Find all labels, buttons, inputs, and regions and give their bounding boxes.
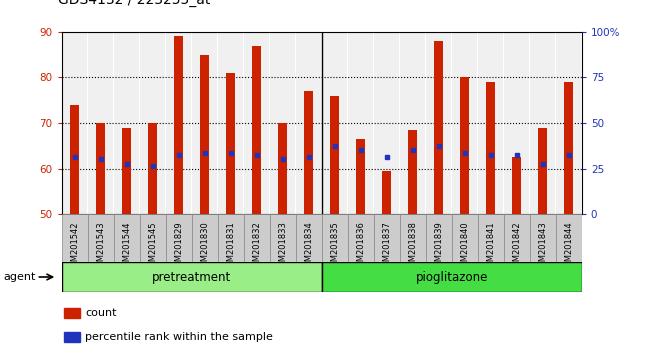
Bar: [504, 214, 530, 262]
Bar: [434, 41, 443, 214]
Bar: [408, 130, 417, 214]
Text: GSM201841: GSM201841: [486, 221, 495, 272]
Bar: [400, 214, 426, 262]
Text: GSM201836: GSM201836: [356, 221, 365, 272]
Bar: [174, 36, 183, 214]
Bar: [348, 32, 373, 214]
Bar: [270, 32, 295, 214]
Text: GSM201833: GSM201833: [278, 221, 287, 272]
Bar: [64, 332, 80, 342]
Bar: [512, 157, 521, 214]
Bar: [504, 32, 529, 214]
Bar: [556, 32, 581, 214]
Text: count: count: [85, 308, 116, 318]
Bar: [192, 32, 217, 214]
Bar: [322, 262, 582, 292]
Bar: [166, 214, 192, 262]
Bar: [64, 308, 80, 318]
Bar: [166, 32, 191, 214]
Bar: [530, 214, 556, 262]
Bar: [62, 214, 88, 262]
Text: percentile rank within the sample: percentile rank within the sample: [85, 332, 273, 342]
Bar: [122, 127, 131, 214]
Bar: [70, 105, 79, 214]
Text: GSM201840: GSM201840: [460, 221, 469, 272]
Bar: [62, 32, 87, 214]
Bar: [192, 214, 218, 262]
Text: GSM201829: GSM201829: [174, 221, 183, 272]
Bar: [452, 32, 477, 214]
Bar: [218, 214, 244, 262]
Bar: [478, 32, 503, 214]
Bar: [374, 32, 399, 214]
Bar: [356, 139, 365, 214]
Text: GSM201835: GSM201835: [330, 221, 339, 272]
Bar: [556, 214, 582, 262]
Bar: [426, 214, 452, 262]
Bar: [486, 82, 495, 214]
Text: GDS4132 / 223255_at: GDS4132 / 223255_at: [58, 0, 211, 7]
Bar: [452, 214, 478, 262]
Text: GSM201545: GSM201545: [148, 221, 157, 272]
Bar: [244, 214, 270, 262]
Bar: [88, 32, 113, 214]
Bar: [374, 214, 400, 262]
Bar: [564, 82, 573, 214]
Bar: [426, 32, 451, 214]
Text: GSM201830: GSM201830: [200, 221, 209, 272]
Bar: [244, 32, 269, 214]
Bar: [382, 171, 391, 214]
Text: GSM201542: GSM201542: [70, 221, 79, 272]
Bar: [148, 123, 157, 214]
Bar: [114, 32, 139, 214]
Text: GSM201839: GSM201839: [434, 221, 443, 272]
Bar: [400, 32, 425, 214]
Text: GSM201842: GSM201842: [512, 221, 521, 272]
Bar: [296, 214, 322, 262]
Bar: [296, 32, 321, 214]
Bar: [270, 214, 296, 262]
Bar: [114, 214, 140, 262]
Bar: [140, 32, 165, 214]
Bar: [348, 214, 374, 262]
Bar: [530, 32, 555, 214]
Text: GSM201834: GSM201834: [304, 221, 313, 272]
Text: pioglitazone: pioglitazone: [415, 270, 488, 284]
Text: GSM201844: GSM201844: [564, 221, 573, 272]
Bar: [200, 55, 209, 214]
Bar: [252, 46, 261, 214]
Text: pretreatment: pretreatment: [152, 270, 231, 284]
Text: GSM201837: GSM201837: [382, 221, 391, 272]
Text: GSM201843: GSM201843: [538, 221, 547, 272]
Bar: [140, 214, 166, 262]
Bar: [96, 123, 105, 214]
Text: GSM201544: GSM201544: [122, 221, 131, 272]
Bar: [322, 214, 348, 262]
Bar: [62, 262, 322, 292]
Bar: [226, 73, 235, 214]
Bar: [304, 91, 313, 214]
Bar: [322, 32, 347, 214]
Text: GSM201831: GSM201831: [226, 221, 235, 272]
Text: GSM201832: GSM201832: [252, 221, 261, 272]
Bar: [218, 32, 243, 214]
Bar: [88, 214, 114, 262]
Bar: [278, 123, 287, 214]
Bar: [478, 214, 504, 262]
Bar: [538, 127, 547, 214]
Text: GSM201838: GSM201838: [408, 221, 417, 272]
Text: GSM201543: GSM201543: [96, 221, 105, 272]
Bar: [460, 78, 469, 214]
Text: agent: agent: [3, 272, 36, 282]
Bar: [330, 96, 339, 214]
